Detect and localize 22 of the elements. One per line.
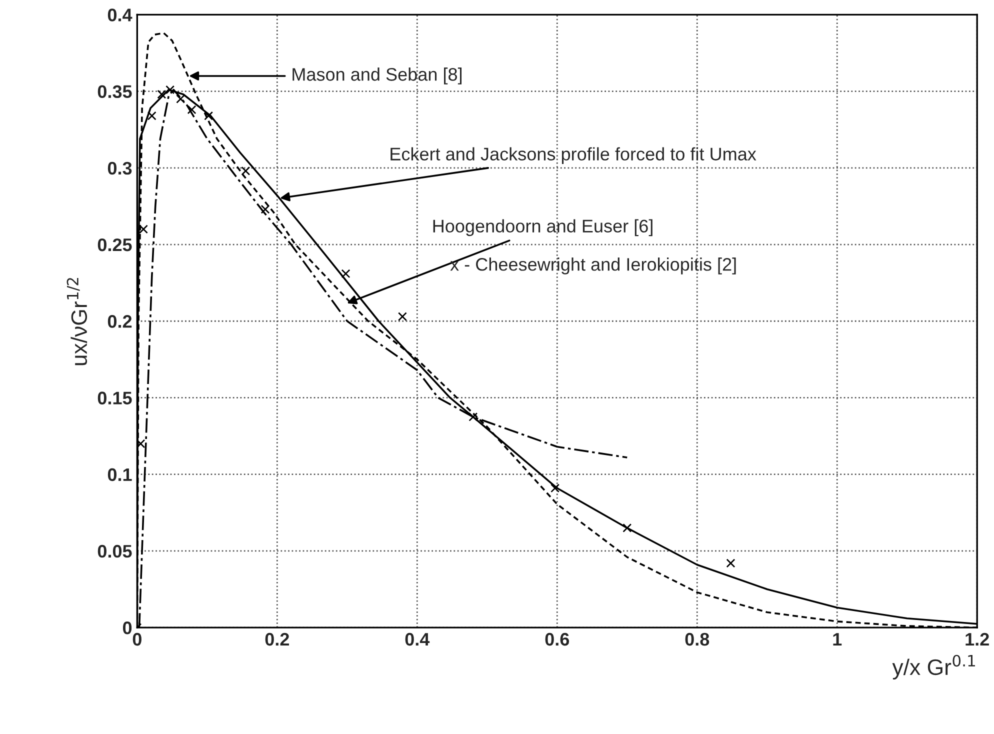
- x-axis-title: y/x Gr$^{0.1}$: [892, 654, 975, 680]
- y-tick-label: 0.35: [98, 85, 132, 98]
- annotation: x - Cheesewright and Ierokiopitis [2]: [450, 258, 736, 274]
- y-tick-label: 0.25: [98, 238, 132, 252]
- y-tick-label: 0.1: [108, 468, 132, 482]
- y-axis-title: ux/νGr$^{1/2}$: [66, 278, 88, 366]
- y-tick-label: 0.4: [108, 8, 132, 22]
- y-tick-label: 0.15: [98, 392, 132, 404]
- x-tick-label: 1.2: [966, 632, 989, 646]
- x-tick-label: 1: [833, 633, 842, 646]
- annotation: Hoogendoorn and Euser [6]: [433, 219, 652, 236]
- y-tick-label: 0.3: [108, 162, 132, 175]
- x-tick-label: 0.2: [265, 632, 289, 646]
- y-tick-label: 0.2: [108, 315, 132, 328]
- y-tick-label: 0: [122, 622, 132, 634]
- annotation: Mason and Seban [8]: [292, 68, 462, 84]
- annotation: Eckert and Jacksons profile forced to fit Umax: [390, 147, 756, 164]
- x-tick-label: 0: [132, 632, 142, 646]
- x-tick-label: 0.6: [545, 632, 570, 646]
- x-tick-label: 0.8: [685, 632, 710, 646]
- y-tick-label: 0.05: [98, 544, 132, 558]
- x-tick-label: 0.4: [405, 632, 430, 646]
